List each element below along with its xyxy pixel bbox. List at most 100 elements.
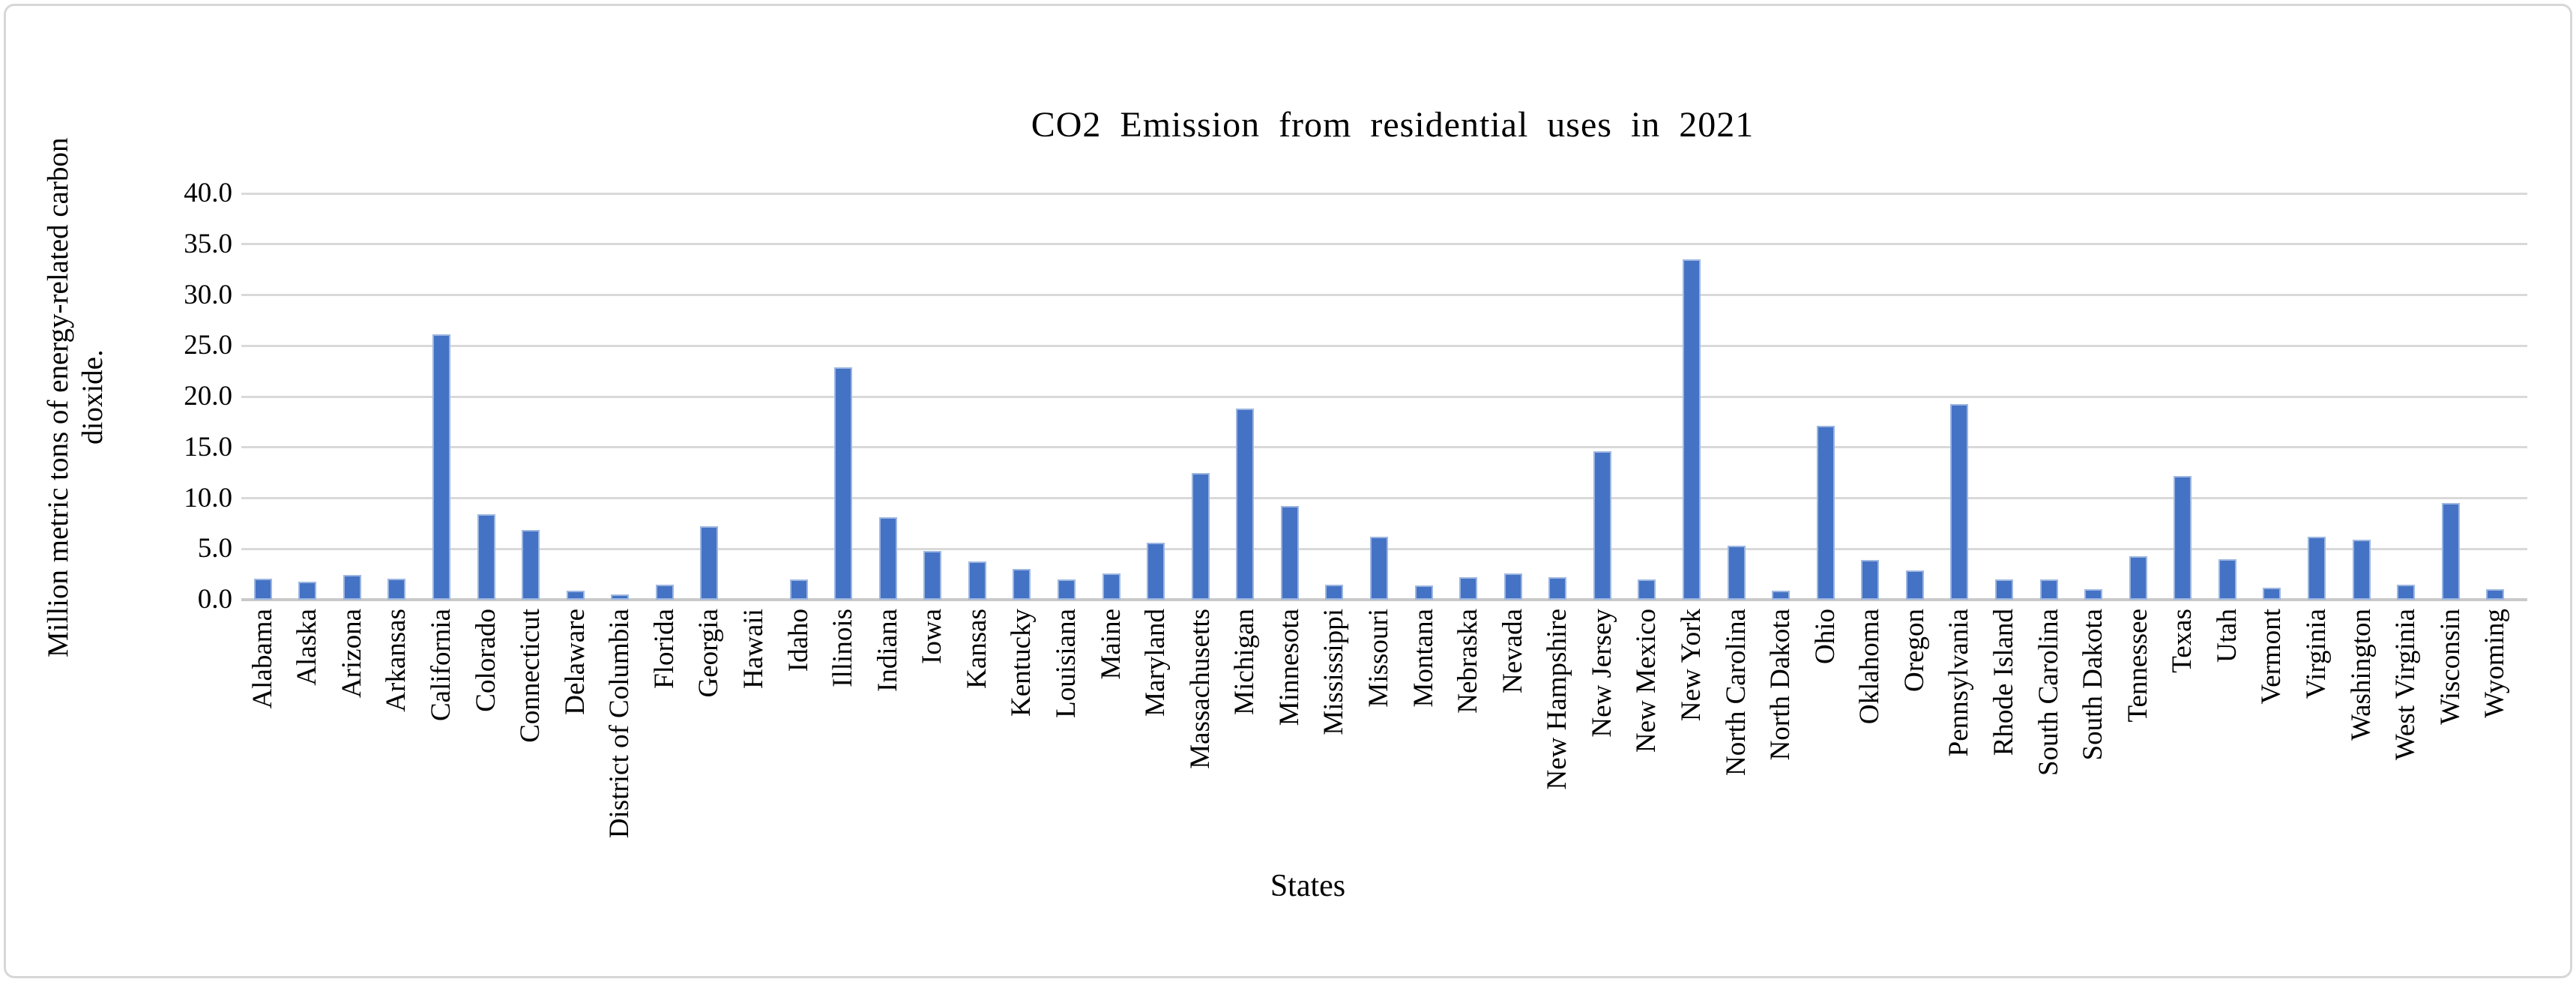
bar-georgia — [700, 526, 719, 600]
bar-alaska — [298, 581, 317, 600]
bar-connecticut — [522, 529, 540, 600]
x-tick-label: Mississippi — [1318, 609, 1350, 735]
bar-texas — [2174, 475, 2192, 600]
bar-tennessee — [2129, 555, 2147, 600]
bar-south-dakota — [2084, 589, 2103, 600]
x-tick-label: South Dakota — [2078, 609, 2109, 761]
chart-title: CO2 Emission from residential uses in 20… — [1031, 105, 1755, 145]
gridline — [241, 192, 2527, 195]
bar-oklahoma — [1861, 560, 1880, 600]
x-tick-label: Maryland — [1140, 609, 1171, 717]
bar-michigan — [1236, 409, 1255, 600]
bar-district-of-columbia — [611, 594, 630, 600]
bar-california — [432, 334, 451, 600]
bar-new-york — [1683, 259, 1701, 600]
bar-nebraska — [1459, 577, 1478, 600]
bar-alabama — [253, 578, 272, 600]
x-tick-label: Alabama — [247, 609, 278, 709]
x-tick-label: Hawaii — [738, 609, 770, 689]
bar-west-virginia — [2397, 584, 2416, 600]
y-tick-label: 5.0 — [197, 533, 232, 564]
y-axis-title-line2: dioxide. — [76, 349, 109, 445]
x-tick-label: Alaska — [292, 609, 323, 686]
x-tick-label: Texas — [2167, 609, 2198, 673]
bar-utah — [2218, 558, 2236, 600]
bar-ohio — [1816, 426, 1835, 600]
bar-montana — [1414, 585, 1433, 600]
x-tick-label: Vermont — [2256, 609, 2287, 705]
bar-kansas — [968, 561, 986, 600]
bar-north-carolina — [1727, 546, 1746, 600]
x-tick-label: Maine — [1095, 609, 1126, 680]
bar-colorado — [477, 514, 495, 600]
bar-wyoming — [2486, 589, 2505, 600]
x-tick-label: Tennessee — [2122, 609, 2153, 723]
x-tick-label: Utah — [2211, 609, 2242, 663]
x-tick-label: New Hampshire — [1542, 609, 1573, 790]
gridline — [241, 243, 2527, 246]
x-tick-label: Rhode Island — [1988, 609, 2019, 756]
x-tick-label: Oklahoma — [1854, 609, 1886, 725]
chart-frame — [4, 4, 2572, 978]
x-tick-label: North Carolina — [1720, 609, 1752, 776]
x-tick-label: Indiana — [872, 609, 903, 692]
y-tick-label: 25.0 — [184, 330, 232, 361]
gridline — [241, 446, 2527, 449]
x-tick-label: Michigan — [1229, 609, 1261, 715]
bar-oregon — [1905, 570, 1924, 600]
gridline — [241, 395, 2527, 398]
x-tick-label: Idaho — [782, 609, 814, 672]
x-tick-label: Florida — [648, 609, 680, 689]
bar-pennsylvania — [1950, 403, 1969, 600]
bar-virginia — [2308, 537, 2326, 600]
bar-wisconsin — [2441, 503, 2460, 600]
bar-minnesota — [1280, 506, 1299, 600]
bar-new-jersey — [1593, 451, 1611, 600]
x-tick-label: District of Columbia — [604, 609, 636, 839]
bar-indiana — [878, 517, 897, 600]
x-tick-label: Washington — [2345, 609, 2377, 741]
bar-maine — [1102, 573, 1120, 600]
x-tick-label: Oregon — [1898, 609, 1930, 692]
x-tick-label: Virginia — [2301, 609, 2332, 699]
x-tick-label: Wyoming — [2479, 609, 2511, 718]
bar-arizona — [343, 575, 361, 600]
bar-delaware — [566, 590, 585, 600]
x-tick-label: Kentucky — [1006, 609, 1037, 717]
x-tick-label: Pennsylvania — [1943, 609, 1975, 757]
x-tick-label: Arizona — [336, 609, 367, 699]
bar-kentucky — [1013, 569, 1031, 600]
bar-new-mexico — [1638, 579, 1656, 600]
bar-illinois — [834, 367, 853, 600]
bar-vermont — [2263, 587, 2281, 600]
y-tick-label: 40.0 — [184, 178, 232, 209]
bar-washington — [2352, 540, 2371, 600]
bar-idaho — [789, 579, 808, 600]
x-tick-label: Connecticut — [515, 609, 546, 743]
x-tick-label: New York — [1676, 609, 1707, 722]
x-tick-label: Massachusetts — [1184, 609, 1216, 769]
x-tick-label: Kansas — [961, 609, 992, 689]
gridline — [241, 497, 2527, 500]
bar-maryland — [1147, 543, 1165, 600]
x-tick-label: New Jersey — [1586, 609, 1617, 738]
x-tick-label: Georgia — [693, 609, 725, 698]
x-tick-label: Missouri — [1363, 609, 1395, 708]
bar-missouri — [1370, 537, 1389, 600]
x-tick-label: Iowa — [917, 609, 948, 664]
x-tick-label: Delaware — [559, 609, 591, 715]
x-tick-label: Montana — [1408, 609, 1439, 708]
y-tick-label: 10.0 — [184, 482, 232, 513]
bar-north-dakota — [1772, 590, 1791, 600]
x-tick-label: California — [426, 609, 457, 722]
bar-iowa — [923, 550, 942, 600]
y-tick-label: 15.0 — [184, 431, 232, 463]
bar-florida — [655, 584, 674, 600]
x-tick-label: Nevada — [1497, 609, 1528, 693]
y-tick-label: 30.0 — [184, 279, 232, 310]
bar-rhode-island — [1995, 579, 2013, 600]
y-tick-label: 35.0 — [184, 228, 232, 259]
x-tick-label: Wisconsin — [2434, 609, 2466, 725]
x-tick-label: New Mexico — [1631, 609, 1662, 753]
y-axis-title-line1: Million metric tons of energy-related ca… — [42, 137, 74, 657]
